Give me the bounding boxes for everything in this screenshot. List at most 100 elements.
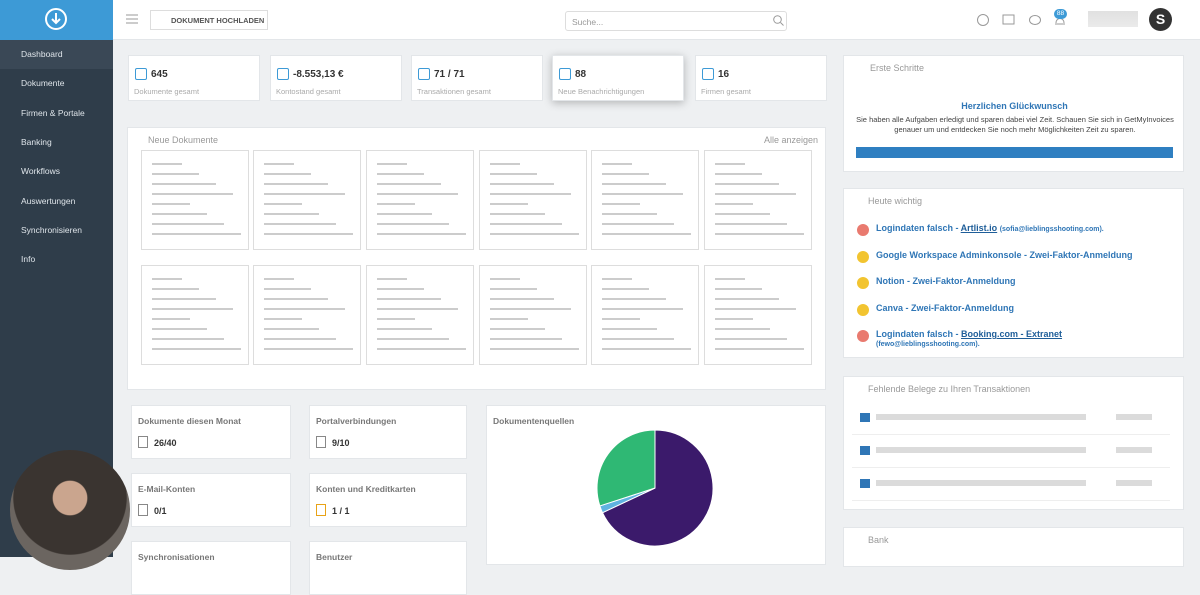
- document-thumbnail[interactable]: [366, 265, 474, 365]
- stat-label: Firmen gesamt: [701, 87, 752, 96]
- item-text: Logindaten falsch -: [876, 329, 962, 339]
- stat-label: Neue Benachrichtigungen: [558, 87, 645, 96]
- stat-widget: Benutzer: [309, 541, 467, 595]
- nav-item[interactable]: Firmen & Portale: [0, 99, 113, 128]
- important-item[interactable]: Google Workspace Adminkonsole - Zwei-Fak…: [876, 250, 1133, 260]
- nav-label: Synchronisieren: [21, 224, 82, 235]
- document-thumbnail[interactable]: [253, 265, 361, 365]
- important-item[interactable]: Canva - Zwei-Faktor-Anmeldung: [876, 303, 1014, 313]
- logo[interactable]: [0, 0, 113, 40]
- widget-value: 9/10: [332, 438, 350, 448]
- widget-icon: [138, 436, 148, 448]
- stat-widget: E-Mail-Konten 0/1: [131, 473, 291, 527]
- status-icon: [857, 303, 869, 316]
- pie-slice: [596, 429, 656, 507]
- stat-icon: [418, 68, 430, 80]
- panel-title: Fehlende Belege zu Ihren Transaktionen: [868, 384, 1031, 394]
- row-icon: [860, 479, 870, 488]
- nav-label: Firmen & Portale: [21, 107, 85, 118]
- first-steps-panel: Erste Schritte Herzlichen Glückwunsch Si…: [843, 55, 1184, 172]
- item-link[interactable]: Artlist.io: [960, 223, 998, 233]
- document-thumbnail[interactable]: [479, 265, 587, 365]
- important-item[interactable]: Logindaten falsch - Booking.com - Extran…: [876, 329, 1062, 348]
- document-thumbnail[interactable]: [704, 150, 812, 250]
- important-item[interactable]: Logindaten falsch - Artlist.io (sofia@li…: [876, 223, 1104, 233]
- search-icon[interactable]: [773, 15, 784, 26]
- nav-item[interactable]: Workflows: [0, 157, 113, 186]
- show-all-link[interactable]: Alle anzeigen: [764, 135, 819, 145]
- widget-value: 26/40: [154, 438, 177, 448]
- nav-item[interactable]: Banking: [0, 128, 113, 157]
- nav-item[interactable]: Info: [0, 245, 113, 274]
- widget-title: Benutzer: [316, 552, 353, 562]
- document-thumbnail[interactable]: [141, 265, 249, 365]
- widget-icon: [316, 436, 326, 448]
- item-note: (fewo@lieblingsshooting.com).: [876, 341, 980, 348]
- menu-toggle[interactable]: [126, 14, 138, 24]
- important-item[interactable]: Notion - Zwei-Faktor-Anmeldung: [876, 276, 1016, 286]
- nav-label: Banking: [21, 136, 52, 147]
- bank-panel: Bank: [843, 527, 1184, 567]
- nav-item[interactable]: Dashboard: [0, 40, 113, 69]
- nav-item[interactable]: Synchronisieren: [0, 216, 113, 245]
- document-thumbnail[interactable]: [591, 265, 699, 365]
- blurred-row: [876, 447, 1086, 453]
- congrats-text: Sie haben alle Aufgaben erledigt und spa…: [856, 115, 1174, 134]
- row-divider: [852, 434, 1170, 435]
- important-panel: Heute wichtig Logindaten falsch - Artlis…: [843, 188, 1184, 358]
- stat-card: 88 Neue Benachrichtigungen: [552, 55, 684, 101]
- header-icons[interactable]: [976, 13, 1066, 27]
- stat-value: 645: [151, 69, 168, 80]
- widget-title: E-Mail-Konten: [138, 484, 196, 494]
- stat-widget: Synchronisationen: [131, 541, 291, 595]
- panel-title: Erste Schritte: [870, 63, 925, 73]
- stat-label: Kontostand gesamt: [276, 87, 341, 96]
- widget-icon: [138, 504, 148, 516]
- nav-item[interactable]: Dokumente: [0, 69, 113, 98]
- stat-value: 16: [718, 69, 730, 80]
- document-thumbnail[interactable]: [253, 150, 361, 250]
- logo-icon: [45, 8, 67, 30]
- stat-icon: [559, 68, 571, 80]
- item-text: Canva - Zwei-Faktor-Anmeldung: [876, 302, 1015, 313]
- nav-item[interactable]: Auswertungen: [0, 187, 113, 216]
- stat-icon: [135, 68, 147, 80]
- document-thumbnail[interactable]: [704, 265, 812, 365]
- stat-label: Transaktionen gesamt: [417, 87, 491, 96]
- stat-widget: Dokumente diesen Monat 26/40: [131, 405, 291, 459]
- nav-label: Workflows: [21, 166, 61, 177]
- widget-value: 0/1: [154, 506, 167, 516]
- stat-widget: Konten und Kreditkarten 1 / 1: [309, 473, 467, 527]
- panel-title: Dokumentenquellen: [493, 416, 575, 426]
- stat-label: Dokumente gesamt: [134, 87, 200, 96]
- row-divider: [852, 467, 1170, 468]
- item-note: (sofia@lieblingsshooting.com).: [999, 226, 1104, 233]
- stat-value: -8.553,13 €: [293, 69, 344, 80]
- row-divider: [852, 500, 1170, 501]
- user-avatar[interactable]: S: [1149, 8, 1172, 31]
- status-icon: [857, 277, 869, 289]
- search-input[interactable]: Suche...: [565, 11, 787, 31]
- document-thumbnail[interactable]: [591, 150, 699, 250]
- nav-label: Info: [21, 254, 36, 265]
- panel-title: Neue Dokumente: [148, 135, 219, 145]
- webcam-overlay: [10, 450, 130, 570]
- widget-value: 1 / 1: [332, 506, 350, 516]
- widget-title: Konten und Kreditkarten: [316, 484, 416, 494]
- widget-icon: [316, 504, 326, 516]
- document-thumbnail[interactable]: [479, 150, 587, 250]
- sources-panel: Dokumentenquellen: [486, 405, 826, 565]
- document-thumbnail[interactable]: [366, 150, 474, 250]
- top-bar: DOKUMENT HOCHLADEN Suche... 88 S: [113, 0, 1200, 40]
- upload-button[interactable]: DOKUMENT HOCHLADEN: [150, 10, 268, 30]
- document-thumbnail[interactable]: [141, 150, 249, 250]
- blurred-row: [876, 414, 1086, 420]
- widget-title: Portalverbindungen: [316, 416, 397, 426]
- item-link[interactable]: Booking.com - Extranet: [961, 329, 1063, 339]
- stat-widget: Portalverbindungen 9/10: [309, 405, 467, 459]
- status-icon: [857, 224, 869, 236]
- panel-title: Bank: [868, 535, 889, 545]
- pie-slice: [601, 429, 714, 547]
- status-icon: [857, 330, 869, 342]
